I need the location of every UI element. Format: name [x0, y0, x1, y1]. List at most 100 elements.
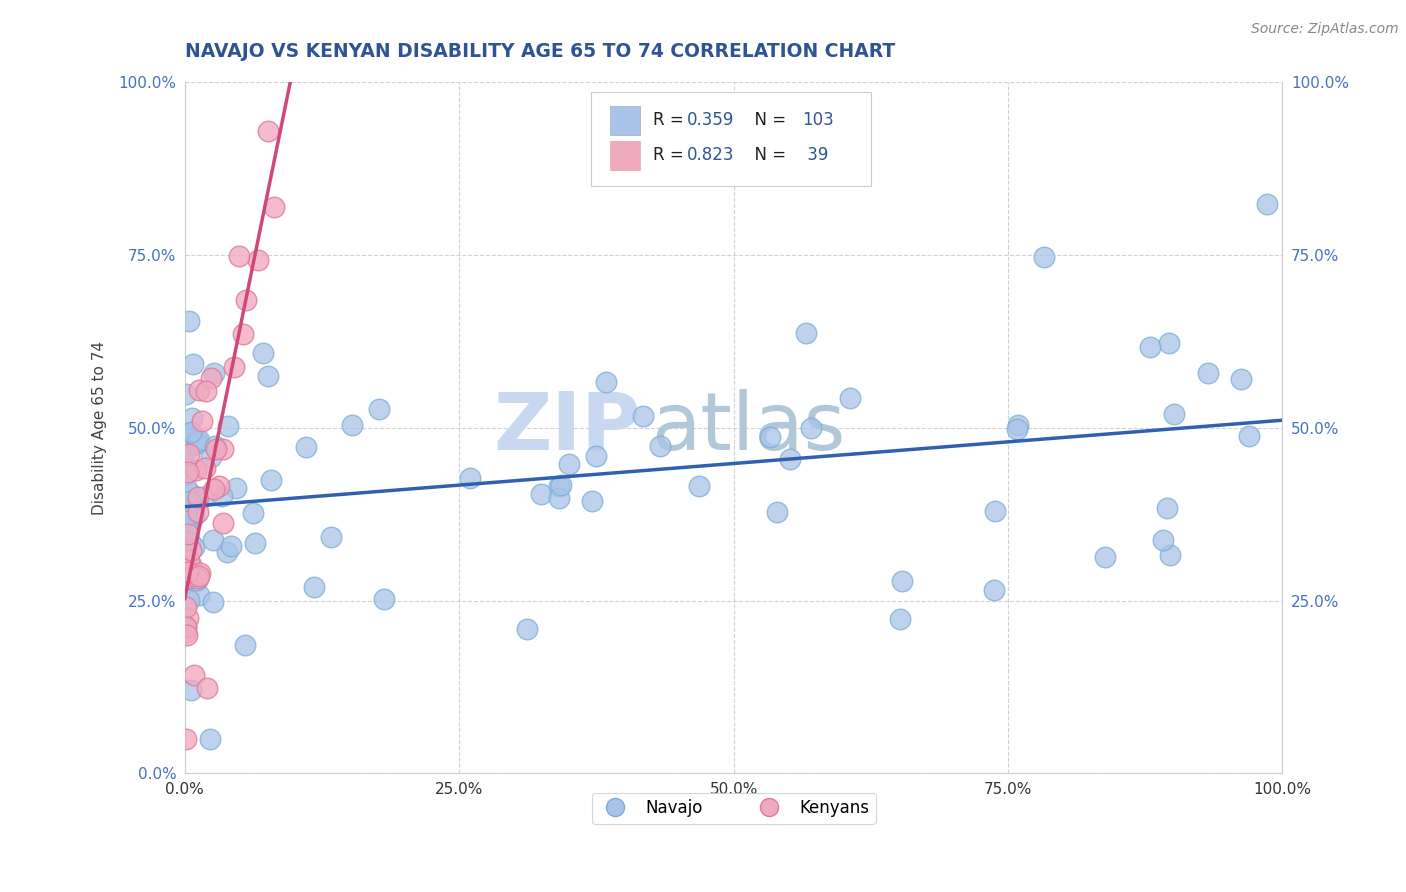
Point: [174, 619, 197, 633]
Point: [225, 481, 247, 495]
Point: [177, 566, 200, 580]
Point: [217, 419, 239, 434]
Point: [180, 683, 202, 698]
Point: [800, 420, 823, 434]
Point: [176, 567, 198, 582]
Point: [174, 460, 197, 475]
Point: [174, 555, 197, 569]
Point: [794, 326, 817, 340]
Point: [176, 628, 198, 642]
Point: [889, 612, 911, 626]
Point: [176, 568, 198, 582]
Text: ZIP: ZIP: [494, 389, 640, 467]
Point: [252, 346, 274, 360]
Point: [174, 387, 197, 401]
Point: [321, 530, 343, 544]
Text: 0.823: 0.823: [686, 146, 734, 164]
Point: [548, 479, 571, 493]
Point: [184, 493, 207, 508]
Point: [547, 491, 569, 505]
Text: atlas: atlas: [651, 389, 845, 467]
Point: [595, 375, 617, 389]
Text: Source: ZipAtlas.com: Source: ZipAtlas.com: [1251, 22, 1399, 37]
Legend: Navajo, Kenyans: Navajo, Kenyans: [592, 793, 876, 824]
Point: [186, 573, 208, 587]
Point: [174, 523, 197, 537]
Point: [205, 442, 228, 456]
Point: [183, 508, 205, 523]
Point: [1156, 501, 1178, 516]
Point: [188, 588, 211, 602]
Point: [256, 124, 278, 138]
Point: [179, 486, 201, 500]
Point: [581, 494, 603, 508]
Point: [200, 450, 222, 464]
Point: [1163, 408, 1185, 422]
Point: [263, 200, 285, 214]
Point: [187, 569, 209, 583]
Point: [174, 571, 197, 585]
Point: [1197, 366, 1219, 380]
Point: [195, 681, 218, 695]
Point: [688, 479, 710, 493]
Point: [1230, 372, 1253, 386]
Text: R =: R =: [654, 112, 689, 129]
Point: [176, 573, 198, 587]
Point: [232, 326, 254, 341]
Point: [201, 595, 224, 609]
Point: [174, 467, 197, 482]
Point: [233, 639, 256, 653]
Point: [246, 253, 269, 268]
Point: [179, 447, 201, 461]
Point: [176, 619, 198, 633]
Point: [373, 592, 395, 607]
Point: [180, 558, 202, 573]
Point: [202, 366, 225, 380]
Point: [180, 439, 202, 453]
Point: [516, 622, 538, 636]
Point: [190, 414, 212, 428]
Point: [219, 540, 242, 554]
Point: [1159, 548, 1181, 562]
Point: [224, 360, 246, 375]
Point: [180, 410, 202, 425]
Point: [1139, 340, 1161, 354]
Text: NAVAJO VS KENYAN DISABILITY AGE 65 TO 74 CORRELATION CHART: NAVAJO VS KENYAN DISABILITY AGE 65 TO 74…: [184, 42, 896, 61]
Point: [1256, 197, 1278, 211]
Point: [180, 543, 202, 558]
Point: [187, 435, 209, 450]
Point: [174, 520, 197, 534]
Point: [188, 566, 211, 580]
Point: [177, 611, 200, 625]
Point: [174, 505, 197, 519]
Point: [1094, 549, 1116, 564]
Point: [179, 494, 201, 508]
Point: [183, 437, 205, 451]
Point: [766, 505, 789, 519]
Point: [174, 480, 197, 494]
Point: [558, 457, 581, 471]
FancyBboxPatch shape: [610, 106, 640, 135]
Point: [1157, 336, 1180, 351]
Point: [177, 425, 200, 440]
Point: [983, 582, 1005, 597]
Point: [188, 383, 211, 397]
Point: [194, 384, 217, 399]
Point: [890, 574, 912, 588]
Point: [631, 409, 654, 423]
Point: [550, 478, 572, 492]
Point: [1007, 422, 1029, 436]
Point: [174, 564, 197, 578]
Point: [211, 489, 233, 503]
Point: [180, 425, 202, 439]
Point: [174, 460, 197, 475]
Point: [245, 536, 267, 550]
FancyBboxPatch shape: [610, 141, 640, 169]
Point: [204, 439, 226, 453]
Y-axis label: Disability Age 65 to 74: Disability Age 65 to 74: [93, 341, 107, 515]
Point: [839, 391, 862, 405]
Point: [257, 369, 280, 384]
Text: 103: 103: [801, 112, 834, 129]
Point: [187, 571, 209, 585]
Point: [186, 463, 208, 477]
